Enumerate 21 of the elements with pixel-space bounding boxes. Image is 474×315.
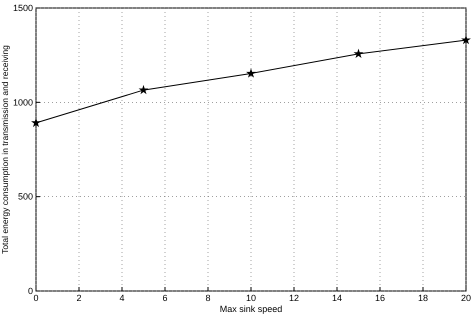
y-axis-title: Total energy consumption in transmission and receiving bbox=[0, 44, 10, 254]
x-tick-label: 8 bbox=[205, 293, 211, 303]
x-tick-label: 12 bbox=[288, 293, 300, 303]
point bbox=[31, 118, 41, 128]
y-tick-label: 0 bbox=[28, 286, 33, 296]
y-tick-label: 1000 bbox=[12, 97, 33, 108]
x-tick-label: 2 bbox=[76, 293, 82, 303]
x-tick-label: 10 bbox=[246, 293, 256, 303]
point bbox=[354, 48, 364, 58]
x-tick-label: 4 bbox=[119, 293, 125, 303]
point bbox=[246, 68, 256, 78]
y-tick-label: 1500 bbox=[12, 3, 33, 13]
x-tick-label: 20 bbox=[460, 293, 472, 303]
x-tick-label: 6 bbox=[162, 293, 168, 303]
x-tick-label: 16 bbox=[374, 293, 386, 303]
x-axis-title: Max sink speed bbox=[220, 304, 282, 314]
y-tick-label: 500 bbox=[18, 192, 33, 202]
point bbox=[138, 84, 148, 94]
x-tick-label: 14 bbox=[332, 293, 342, 303]
x-tick-label: 18 bbox=[418, 293, 428, 303]
point bbox=[461, 34, 471, 44]
